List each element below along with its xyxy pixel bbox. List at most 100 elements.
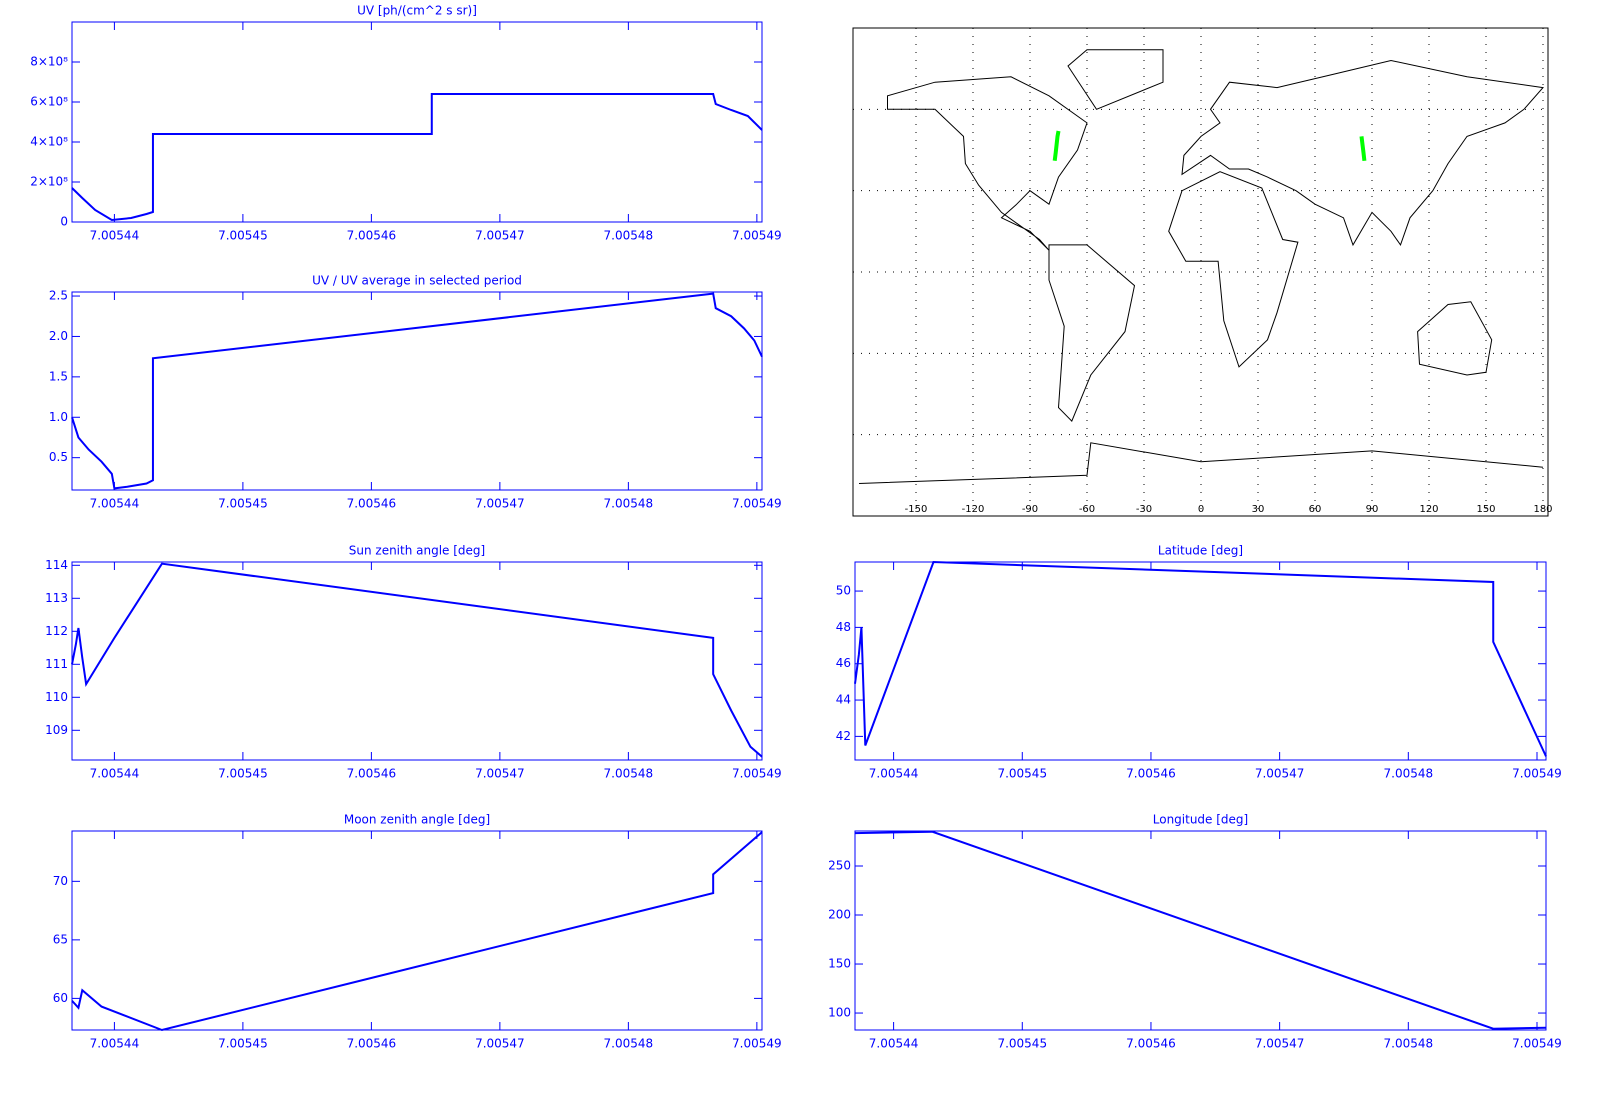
y-tick-label: 60 [53,991,68,1005]
y-tick-label: 44 [836,693,851,707]
y-tick-label: 1.0 [49,410,68,424]
chart-title: UV [ph/(cm^2 s sr)] [357,4,477,18]
data-line [854,830,1547,1030]
y-tick-label: 0 [60,215,68,229]
chart-title: Moon zenith angle [deg] [344,813,490,827]
ground-track [1052,130,1061,162]
data-line [854,560,1547,757]
y-tick-label: 109 [45,723,68,737]
x-tick-label: 7.00544 [869,1037,919,1051]
coastline [1067,49,1164,110]
x-tick-label: 7.00545 [218,229,268,243]
chart-title: Sun zenith angle [deg] [349,544,485,558]
y-tick-label: 2.0 [49,329,68,343]
y-tick-label: 6×10⁸ [30,95,68,109]
x-tick-label: 7.00544 [869,767,919,781]
x-tick-label: 7.00546 [1126,1037,1176,1051]
x-tick-label: -120 [962,504,985,515]
plot-frame [71,291,763,491]
x-tick-label: 7.00548 [604,229,654,243]
x-tick-label: 7.00548 [1384,767,1434,781]
x-tick-label: 7.00544 [90,229,140,243]
x-tick-label: 7.00546 [347,229,397,243]
y-tick-label: 110 [45,690,68,704]
data-line [71,831,763,1032]
x-tick-label: 30 [1252,504,1265,515]
x-tick-label: 120 [1419,504,1438,515]
y-tick-label: 50 [836,584,851,598]
x-tick-label: 7.00546 [347,497,397,511]
x-tick-label: 150 [1476,504,1495,515]
x-tick-label: 7.00549 [1512,1037,1562,1051]
x-tick-label: 7.00547 [475,497,525,511]
x-tick-label: -30 [1136,504,1152,515]
line-chart: Longitude [deg] 7.00544 7.00545 7.00546 7.00… [828,813,1562,1051]
y-tick-label: 1.5 [49,369,68,383]
coastline [1181,59,1544,247]
coastline [1168,171,1299,368]
y-tick-label: 65 [53,932,68,946]
x-tick-label: -150 [905,504,928,515]
line-chart: Moon zenith angle [deg] 7.00544 7.00545 7.0… [53,813,782,1051]
plot-frame [854,830,1547,1031]
x-tick-label: 7.00545 [997,1037,1047,1051]
x-tick-label: 7.00547 [1255,767,1305,781]
chart-title: UV / UV average in selected period [312,274,522,288]
y-tick-label: 0.5 [49,450,68,464]
y-tick-label: 2.5 [49,289,68,303]
x-tick-label: 7.00546 [1126,767,1176,781]
x-tick-label: 7.00545 [218,1037,268,1051]
y-tick-label: 100 [828,1006,851,1020]
map: -150 -120 -90 -60 -30 0 30 60 90 120 150 180 [852,27,1553,517]
y-tick-label: 112 [45,624,68,638]
data-line [71,562,763,758]
y-tick-label: 46 [836,656,851,670]
plot-frame [71,830,763,1031]
x-tick-label: 7.00549 [732,497,782,511]
x-tick-label: 7.00549 [1512,767,1562,781]
x-tick-label: 7.00549 [732,1037,782,1051]
plot-frame [71,21,763,223]
x-tick-label: 7.00547 [475,1037,525,1051]
x-tick-label: 7.00549 [732,767,782,781]
y-tick-label: 42 [836,729,851,743]
map-frame [852,27,1549,517]
data-line [71,93,763,222]
y-tick-label: 48 [836,620,851,634]
y-tick-label: 114 [45,558,68,572]
y-tick-label: 250 [828,858,851,872]
line-chart: UV [ph/(cm^2 s sr)] 7.00544 7.00545 7.00546… [30,4,781,243]
x-tick-label: 7.00549 [732,229,782,243]
x-tick-label: -60 [1079,504,1095,515]
y-tick-label: 150 [828,957,851,971]
coastline [1417,301,1493,376]
y-tick-label: 8×10⁸ [30,55,68,69]
x-tick-label: 7.00548 [604,497,654,511]
x-tick-label: 7.00546 [347,1037,397,1051]
chart-title: Latitude [deg] [1158,544,1243,558]
x-tick-label: 7.00548 [1384,1037,1434,1051]
y-tick-label: 200 [828,908,851,922]
coastline [858,442,1544,484]
x-tick-label: 7.00546 [347,767,397,781]
line-chart: UV / UV average in selected period 7.0054… [49,274,782,511]
coastline [1048,244,1136,422]
y-tick-label: 111 [45,657,68,671]
y-tick-label: 113 [45,591,68,605]
coastline [887,76,1088,251]
x-tick-label: 7.00545 [218,497,268,511]
data-line [71,292,763,490]
chart-title: Longitude [deg] [1153,813,1248,827]
x-tick-label: 7.00548 [604,1037,654,1051]
x-tick-label: 60 [1309,504,1322,515]
y-tick-label: 2×10⁸ [30,175,68,189]
x-tick-label: 180 [1533,504,1552,515]
x-tick-label: 90 [1366,504,1379,515]
line-chart: Latitude [deg] 7.00544 7.00545 7.00546 7.005… [836,544,1562,781]
plot-frame [854,561,1547,761]
x-tick-label: 7.00547 [475,767,525,781]
x-tick-label: 7.00547 [475,229,525,243]
x-tick-label: 7.00548 [604,767,654,781]
x-tick-label: 7.00544 [90,497,140,511]
